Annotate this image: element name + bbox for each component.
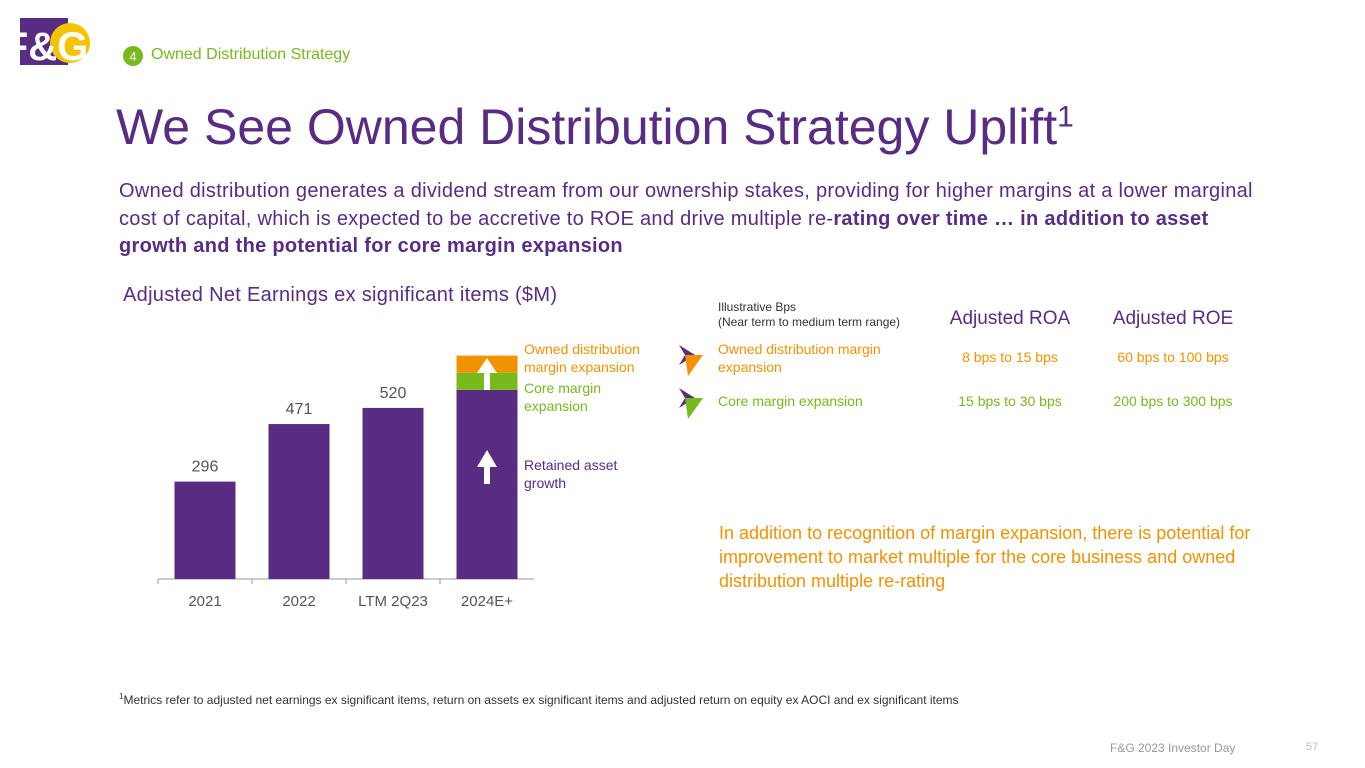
footnote: 1Metrics refer to adjusted net earnings … (119, 692, 959, 707)
bar-segment (362, 407, 424, 579)
title-text: We See Owned Distribution Strategy Uplif… (116, 99, 1058, 155)
bar-segment (268, 424, 330, 579)
page-number: 57 (1306, 741, 1319, 753)
value-label: 296 (192, 459, 219, 476)
intro-text: Owned distribution generates a dividend … (119, 180, 1253, 230)
footer-event: F&G 2023 Investor Day (1110, 741, 1236, 755)
footnote-sup: 1 (119, 692, 124, 701)
intro: Owned distribution generates a dividend … (119, 178, 1259, 261)
table-header-line: Illustrative Bps (718, 300, 797, 314)
legend-label: Owned distribution margin expansion (524, 341, 640, 375)
x-tick-label: 2024E+ (461, 593, 513, 610)
table-header: Illustrative Bps (Near term to medium ter… (718, 300, 900, 330)
title-sup: 1 (1057, 100, 1074, 134)
row-label: Owned distribution margin expansion (718, 341, 881, 375)
cell: 200 bps to 300 bps (1113, 393, 1233, 409)
row-label: Core margin expansion (718, 393, 863, 409)
arrows (679, 345, 703, 419)
arrow-icon (477, 450, 497, 484)
section-badge (123, 46, 143, 66)
chart-title: Adjusted Net Earnings ex significant ite… (123, 284, 558, 306)
intro-bold: rating over time … in addition to asset … (119, 207, 1209, 258)
cell: 15 bps to 30 bps (958, 393, 1062, 409)
arrow-icon (477, 358, 497, 390)
value-label: 520 (380, 385, 407, 402)
title: We See Owned Distribution Strategy Uplif… (116, 98, 1074, 156)
legend-label: Core margin expansion (524, 380, 602, 414)
x-tick-label: 2021 (188, 593, 221, 610)
section-number: 4 (129, 49, 136, 64)
cell: 8 bps to 15 bps (962, 349, 1058, 365)
column-header: Adjusted ROE (1112, 308, 1234, 329)
column-header: Adjusted ROA (949, 308, 1071, 329)
legend-label: Retained asset growth (524, 457, 618, 491)
x-tick-label: 2022 (282, 593, 315, 610)
bar-segment (174, 481, 236, 579)
table-header-line: (Near term to medium term range) (718, 315, 901, 329)
logo: F&G (4, 18, 90, 69)
cell: 60 bps to 100 bps (1117, 349, 1229, 365)
logo-text: F&G (4, 25, 88, 69)
value-label: 471 (286, 401, 313, 418)
footnote-text: Metrics refer to adjusted net earnings e… (123, 693, 959, 707)
bar-segment (456, 389, 518, 579)
note: In addition to recognition of margin exp… (719, 523, 1251, 591)
section-label: Owned Distribution Strategy (151, 46, 351, 63)
x-tick-label: LTM 2Q23 (358, 593, 428, 610)
